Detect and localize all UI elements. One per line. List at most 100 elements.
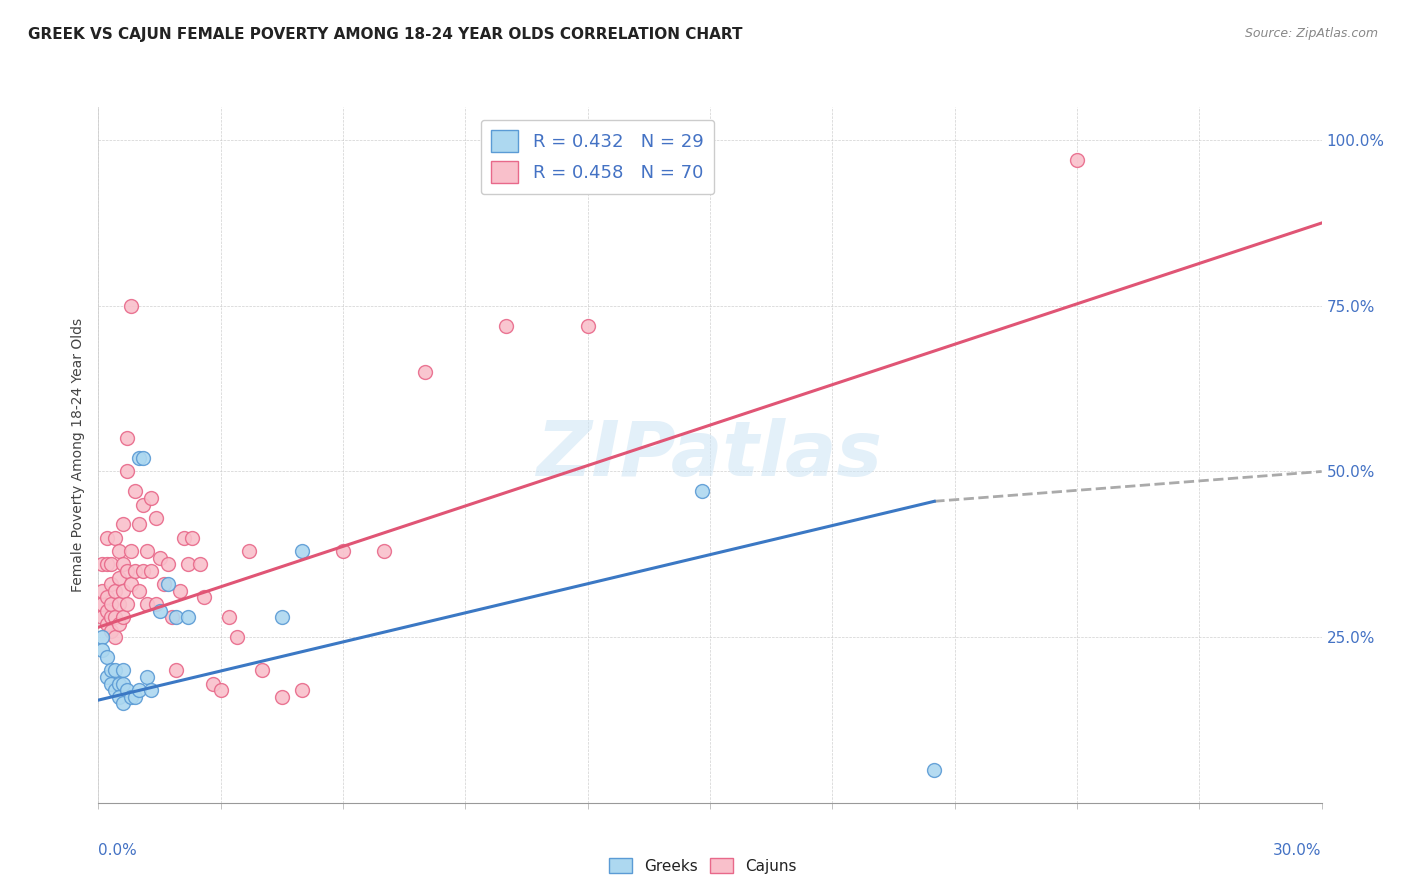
Point [108,690,131,704]
Text: Source: ZipAtlas.com: Source: ZipAtlas.com [1244,27,1378,40]
Point [128,583,150,598]
Point [91,610,114,624]
Point [91,558,114,572]
Point [104,610,127,624]
Point [100,597,122,611]
Point [128,451,150,466]
Point [250,663,273,677]
Point [291,683,314,698]
Point [173,531,195,545]
Point [115,431,138,445]
Point [111,676,134,690]
Point [111,517,134,532]
Point [104,531,127,545]
Point [124,564,146,578]
Point [100,624,122,638]
Point [91,583,114,598]
Point [124,484,146,499]
Point [111,697,134,711]
Point [115,683,138,698]
Text: ZIPatlas: ZIPatlas [537,418,883,491]
Point [104,663,127,677]
Point [108,544,131,558]
Point [373,544,395,558]
Point [100,663,122,677]
Point [115,564,138,578]
Point [413,365,436,379]
Point [165,610,187,624]
Point [96,650,118,665]
Point [209,683,232,698]
Point [108,570,131,584]
Point [1066,153,1088,167]
Point [91,630,114,644]
Legend: R = 0.432   N = 29, R = 0.458   N = 70: R = 0.432 N = 29, R = 0.458 N = 70 [481,120,714,194]
Point [291,544,314,558]
Point [177,558,200,572]
Point [136,544,159,558]
Point [218,610,240,624]
Point [128,517,150,532]
Y-axis label: Female Poverty Among 18-24 Year Olds: Female Poverty Among 18-24 Year Olds [72,318,86,592]
Point [120,690,142,704]
Point [100,610,122,624]
Point [181,531,204,545]
Point [100,577,122,591]
Point [149,550,172,565]
Point [132,564,155,578]
Point [96,558,118,572]
Point [495,318,517,333]
Point [132,498,155,512]
Point [108,616,131,631]
Point [152,577,174,591]
Point [238,544,260,558]
Point [91,597,114,611]
Point [96,670,118,684]
Point [145,511,167,525]
Point [111,663,134,677]
Point [104,683,127,698]
Point [115,465,138,479]
Point [100,558,122,572]
Point [270,690,294,704]
Point [96,616,118,631]
Text: GREEK VS CAJUN FEMALE POVERTY AMONG 18-24 YEAR OLDS CORRELATION CHART: GREEK VS CAJUN FEMALE POVERTY AMONG 18-2… [28,27,742,42]
Point [156,577,179,591]
Point [270,610,294,624]
Point [100,676,122,690]
Point [111,558,134,572]
Point [128,683,150,698]
Point [132,451,155,466]
Point [576,318,599,333]
Point [193,591,215,605]
Point [332,544,354,558]
Point [104,630,127,644]
Point [104,583,127,598]
Point [149,604,172,618]
Text: 30.0%: 30.0% [1274,843,1322,858]
Point [165,663,187,677]
Legend: Greeks, Cajuns: Greeks, Cajuns [603,852,803,880]
Point [120,577,142,591]
Point [96,591,118,605]
Point [188,558,212,572]
Point [124,690,146,704]
Text: 0.0%: 0.0% [98,843,138,858]
Point [96,531,118,545]
Point [136,597,159,611]
Point [169,583,191,598]
Point [108,676,131,690]
Point [111,583,134,598]
Point [201,676,224,690]
Point [160,610,183,624]
Point [96,604,118,618]
Point [136,670,159,684]
Point [108,597,131,611]
Point [115,597,138,611]
Point [91,643,114,657]
Point [922,763,945,777]
Point [145,597,167,611]
Point [177,610,200,624]
Point [120,544,142,558]
Point [141,491,163,505]
